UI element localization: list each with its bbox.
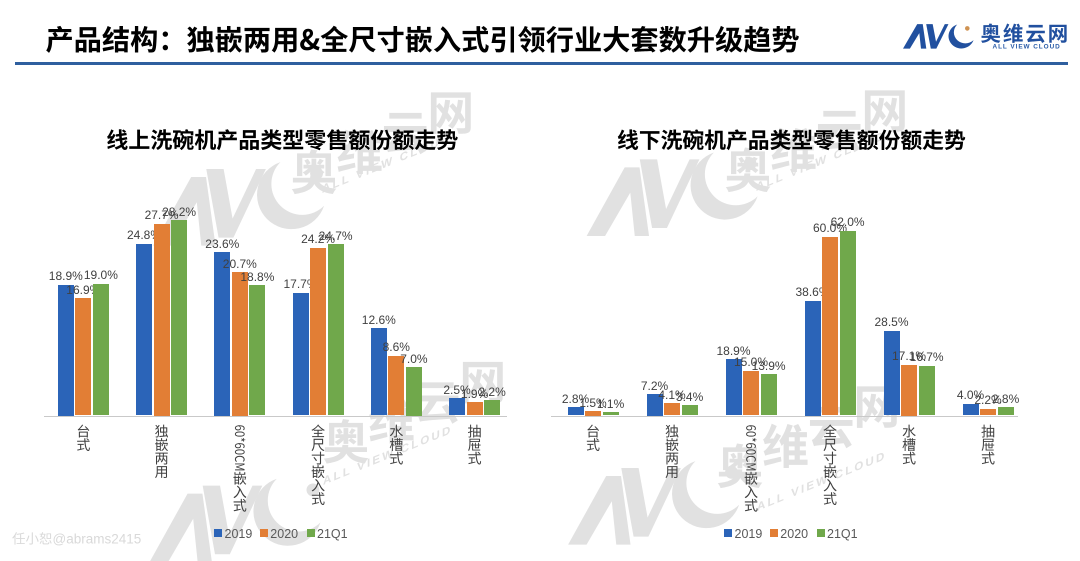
svg-text:@abrams2415: @abrams2415 xyxy=(53,532,142,547)
svg-text:ALL VIEW CLOUD: ALL VIEW CLOUD xyxy=(993,44,1061,51)
